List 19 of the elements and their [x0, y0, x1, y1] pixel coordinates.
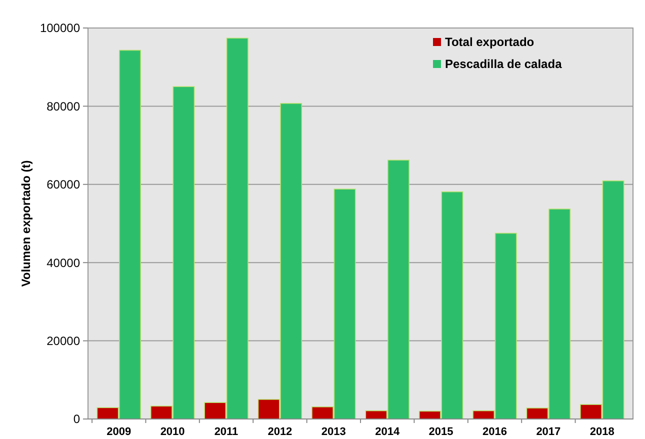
- x-tick-label: 2012: [268, 426, 292, 438]
- legend-label: Total exportado: [445, 35, 534, 49]
- y-tick-label: 80000: [46, 99, 80, 114]
- y-tick-label: 20000: [46, 334, 80, 348]
- x-tick-label: 2016: [482, 426, 507, 438]
- x-tick-label: 2014: [375, 426, 400, 438]
- y-tick-label: 40000: [46, 256, 80, 270]
- x-tick-label: 2009: [106, 426, 132, 438]
- x-tick-label: 2013: [321, 426, 346, 438]
- x-tick-label: 2011: [214, 426, 238, 438]
- x-tick-label: 2018: [590, 426, 614, 438]
- x-tick-label: 2010: [160, 426, 185, 438]
- y-tick-label: 100000: [40, 21, 80, 36]
- y-tick-label: 0: [73, 412, 80, 426]
- y-tick-label: 60000: [46, 178, 80, 192]
- y-axis-title: Volumen exportado (t): [19, 160, 33, 287]
- x-tick-label: 2015: [428, 426, 454, 438]
- legend-label: Pescadilla de calada: [445, 57, 562, 71]
- x-tick-label: 2017: [536, 426, 561, 438]
